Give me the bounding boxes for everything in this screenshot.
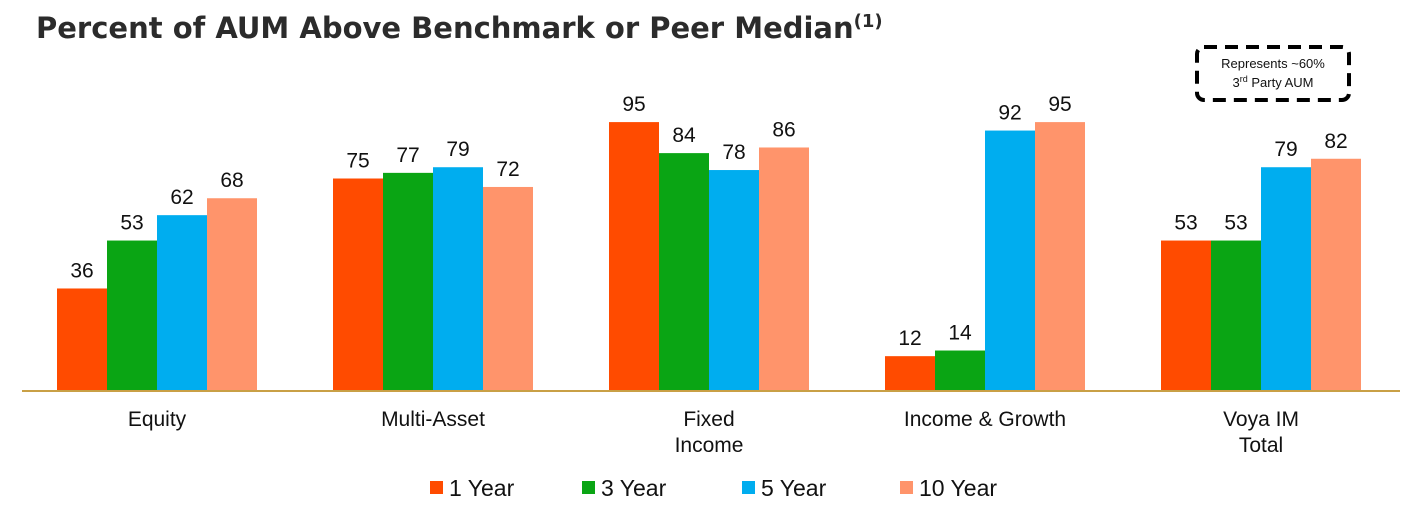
legend-label: 10 Year [919,475,997,501]
category-label: Fixed [683,408,734,431]
legend-label: 3 Year [601,475,667,501]
bar [1161,240,1211,390]
bar [57,288,107,390]
note-line-2-prefix: 3 [1233,75,1240,90]
legend: 1 Year 3 Year 5 Year 10 Year [430,475,997,501]
legend-swatch [900,481,913,494]
bar [659,153,709,390]
legend-label: 5 Year [761,475,827,501]
note-box: Represents ~60% 3rd Party AUM [1195,45,1351,102]
note-box-border [1195,45,1351,102]
bar [107,240,157,390]
value-label: 62 [170,186,193,209]
value-label: 79 [1274,138,1297,161]
bar [1035,122,1085,390]
note-line-2-sup: rd [1240,74,1248,84]
bar [207,198,257,390]
bar [333,178,383,390]
category-label: Equity [128,408,187,431]
value-label: 84 [672,124,696,147]
value-label: 86 [772,118,795,141]
value-label: 36 [70,259,93,282]
chart-title: Percent of AUM Above Benchmark or Peer M… [36,11,883,45]
chart-title-main: Percent of AUM Above Benchmark or Peer M… [36,11,854,45]
bar [383,172,433,390]
category-labels-layer: Equity Multi-Asset Fixed Income Income & Gro… [128,408,1299,457]
note-line-2: 3rd Party AUM [1233,74,1314,90]
legend-label: 1 Year [449,475,515,501]
value-label: 78 [722,141,745,164]
chart-title-footnote: (1) [854,11,883,32]
value-label: 95 [622,93,645,116]
category-label: Total [1239,434,1283,457]
value-label: 53 [120,212,143,235]
value-label: 72 [496,158,519,181]
bar [709,170,759,390]
bar [1211,240,1261,390]
value-label: 79 [446,138,469,161]
bar [609,122,659,390]
bar [935,350,985,390]
note-line-2-suffix: Party AUM [1248,75,1314,90]
note-line-1: Represents ~60% [1221,56,1325,71]
bar [483,186,533,390]
value-label: 75 [346,150,369,173]
value-label: 77 [396,144,419,167]
category-label: Income & Growth [904,408,1066,431]
bars-layer [57,122,1361,390]
legend-swatch [430,481,443,494]
value-label: 82 [1324,130,1347,153]
bar [433,167,483,390]
bar [1261,167,1311,390]
bar [157,215,207,390]
category-label: Income [675,434,744,457]
bar [985,130,1035,390]
legend-swatch [582,481,595,494]
bar [1311,158,1361,390]
value-label: 14 [948,322,972,345]
value-label: 68 [220,169,243,192]
value-label: 53 [1224,212,1247,235]
value-label: 12 [898,327,921,350]
bar [885,356,935,390]
value-label: 95 [1048,93,1071,116]
bar [759,147,809,390]
value-label: 53 [1174,212,1197,235]
legend-swatch [742,481,755,494]
category-label: Voya IM [1223,408,1299,431]
value-labels-layer: 36 53 62 68 75 77 79 72 95 84 78 86 12 14 92 95 53 53 79 82 [70,93,1347,350]
category-label: Multi-Asset [381,408,485,431]
value-label: 92 [998,102,1021,125]
